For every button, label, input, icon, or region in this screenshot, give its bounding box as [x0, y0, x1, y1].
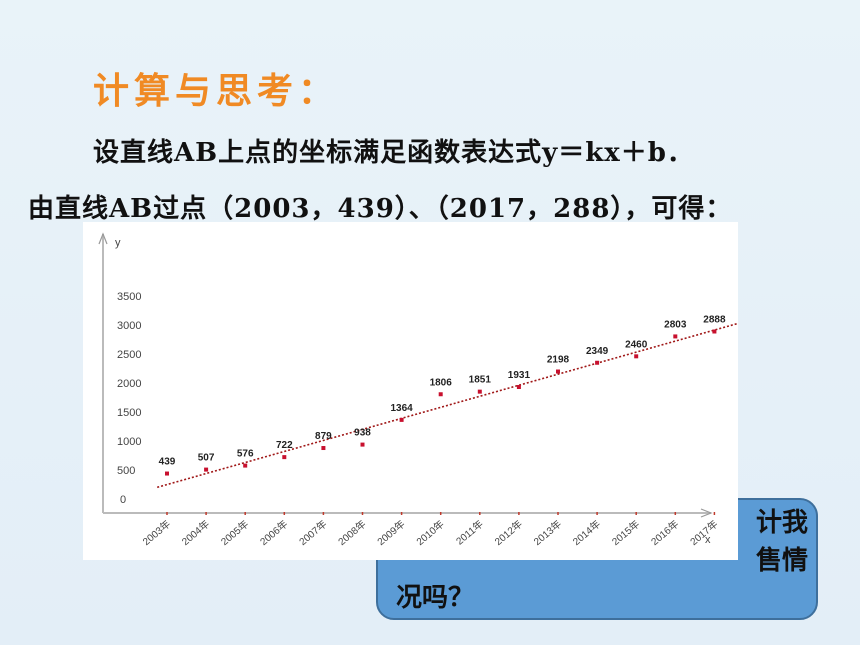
y-tick-label: 1000	[117, 436, 141, 448]
x-tick-label: 2016年	[648, 517, 681, 548]
x-axis-label: x	[705, 534, 711, 546]
data-label: 576	[237, 449, 254, 460]
y-tick-label: 2000	[117, 378, 141, 390]
x-tick-label: 2007年	[296, 517, 329, 548]
data-point	[516, 385, 521, 390]
y-axis-label: y	[115, 237, 121, 249]
data-point	[595, 360, 600, 365]
x-tick-label: 2008年	[335, 517, 368, 548]
x-tick-label: 2005年	[218, 517, 251, 548]
x-tick-label: 2009年	[374, 517, 407, 548]
statement-line-1: 设直线AB上点的坐标满足函数表达式y＝kx＋b．	[93, 138, 694, 168]
data-label: 2198	[547, 355, 570, 366]
x-tick-label: 2004年	[179, 517, 212, 548]
data-point	[556, 369, 560, 374]
callout-line-mid: 售情	[755, 546, 808, 576]
y-tick-label: 2500	[117, 349, 141, 361]
y-tick-label: 0	[120, 494, 126, 506]
data-point	[321, 446, 326, 451]
data-label: 2803	[664, 319, 687, 330]
callout-line-bottom: 况吗？	[396, 583, 475, 613]
data-point	[165, 471, 169, 476]
data-point	[438, 392, 443, 397]
data-label: 1364	[390, 403, 413, 414]
x-tick-label: 2015年	[609, 517, 642, 548]
y-axis-arrow	[98, 232, 108, 245]
data-point	[673, 334, 678, 339]
y-tick-label: 1500	[117, 407, 141, 419]
x-tick-label: 2013年	[531, 517, 564, 548]
data-label: 722	[276, 440, 293, 451]
x-tick-label: 2006年	[257, 517, 290, 548]
data-label: 1931	[508, 370, 531, 381]
x-tick-label: 2010年	[414, 517, 447, 548]
x-tick-label: 2017年	[687, 517, 720, 548]
callout-line-top: 计我	[755, 508, 808, 538]
chart-svg: y x 0 500 1000 1500 2000 2500 3000 3500 2003年 2004年…	[98, 232, 738, 548]
x-tick-label: 2012年	[492, 517, 525, 548]
data-point	[477, 389, 482, 394]
x-tick-label: 2014年	[570, 517, 603, 548]
data-point	[204, 467, 209, 472]
x-tick-label: 2003年	[140, 517, 173, 548]
data-label: 879	[315, 431, 332, 442]
y-tick-label: 500	[117, 465, 135, 477]
data-label: 1806	[430, 377, 453, 388]
data-point	[399, 417, 404, 422]
trendline	[157, 322, 738, 489]
data-label: 2888	[703, 314, 726, 325]
y-tick-label: 3500	[117, 291, 141, 303]
data-label: 1851	[469, 375, 492, 386]
data-point	[360, 442, 365, 447]
data-label: 2349	[586, 346, 609, 357]
sales-chart: y x 0 500 1000 1500 2000 2500 3000 3500 2003年 2004年…	[83, 222, 738, 560]
x-tick-label: 2011年	[453, 517, 485, 547]
data-point	[634, 354, 639, 359]
data-label: 507	[198, 453, 215, 464]
callout-text-top: 计我 售情	[398, 504, 808, 580]
data-point	[243, 463, 248, 468]
slide-heading: 计算与思考：	[93, 71, 340, 112]
x-axis-arrow	[700, 508, 713, 518]
statement-line-2: 由直线AB过点（2003，439）、（2017，288），可得：	[28, 194, 733, 224]
data-point	[282, 455, 287, 460]
data-point	[712, 329, 717, 334]
y-tick-label: 3000	[117, 320, 141, 332]
data-label: 938	[354, 428, 371, 439]
data-label: 439	[159, 457, 176, 468]
data-label: 2460	[625, 339, 648, 350]
